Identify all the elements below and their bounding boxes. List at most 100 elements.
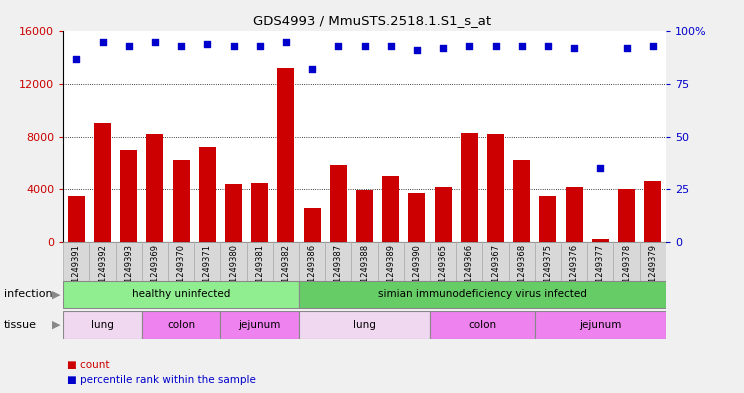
Bar — [68, 196, 85, 242]
Bar — [561, 242, 587, 303]
Bar — [194, 242, 220, 303]
Point — [333, 43, 344, 49]
Bar — [299, 281, 666, 308]
Bar — [247, 242, 273, 303]
Bar — [142, 311, 220, 339]
Bar — [587, 242, 614, 303]
Point — [97, 39, 109, 45]
Text: GSM1249390: GSM1249390 — [412, 244, 421, 300]
Point — [568, 45, 580, 51]
Bar — [325, 242, 351, 303]
Text: infection: infection — [4, 289, 52, 299]
Point — [516, 43, 527, 49]
Bar — [278, 68, 295, 242]
Text: GSM1249379: GSM1249379 — [648, 244, 657, 300]
Point — [307, 66, 318, 72]
Text: simian immunodeficiency virus infected: simian immunodeficiency virus infected — [378, 289, 587, 299]
Point — [594, 165, 606, 171]
Bar — [299, 311, 430, 339]
Bar — [63, 242, 89, 303]
Bar — [220, 242, 247, 303]
Bar — [351, 242, 378, 303]
Point — [620, 45, 632, 51]
Text: GSM1249376: GSM1249376 — [570, 244, 579, 300]
Text: colon: colon — [167, 320, 195, 330]
Bar — [535, 311, 666, 339]
Text: GSM1249377: GSM1249377 — [596, 244, 605, 300]
Bar — [565, 187, 583, 242]
Bar — [482, 242, 509, 303]
Text: jejunum: jejunum — [239, 320, 281, 330]
Bar — [356, 191, 373, 242]
Text: GSM1249393: GSM1249393 — [124, 244, 133, 300]
Point — [228, 43, 240, 49]
Text: tissue: tissue — [4, 320, 36, 330]
Text: ■ count: ■ count — [67, 360, 109, 370]
Bar — [330, 165, 347, 242]
Text: GSM1249367: GSM1249367 — [491, 244, 500, 300]
Point — [202, 41, 214, 47]
Bar — [456, 242, 482, 303]
Text: jejunum: jejunum — [579, 320, 621, 330]
Bar — [535, 242, 561, 303]
Text: healthy uninfected: healthy uninfected — [132, 289, 231, 299]
Point — [123, 43, 135, 49]
Point — [647, 43, 658, 49]
Text: GSM1249365: GSM1249365 — [439, 244, 448, 300]
Bar — [509, 242, 535, 303]
Bar — [408, 193, 426, 242]
Bar — [539, 196, 557, 242]
Bar — [115, 242, 142, 303]
Bar — [199, 147, 216, 242]
Text: GSM1249368: GSM1249368 — [517, 244, 526, 300]
Bar — [220, 311, 299, 339]
Bar — [434, 187, 452, 242]
Bar — [304, 208, 321, 242]
Text: ▶: ▶ — [51, 320, 60, 330]
Text: GSM1249369: GSM1249369 — [150, 244, 159, 300]
Bar — [121, 150, 137, 242]
Text: ▶: ▶ — [51, 289, 60, 299]
Point — [254, 43, 266, 49]
Point — [437, 45, 449, 51]
Bar — [63, 281, 299, 308]
Point — [71, 56, 83, 62]
Bar — [640, 242, 666, 303]
Bar — [273, 242, 299, 303]
Text: GSM1249382: GSM1249382 — [281, 244, 290, 300]
Bar — [251, 183, 269, 242]
Bar — [404, 242, 430, 303]
Point — [359, 43, 371, 49]
Text: GSM1249380: GSM1249380 — [229, 244, 238, 300]
Text: colon: colon — [469, 320, 496, 330]
Bar — [63, 311, 142, 339]
Bar — [513, 160, 530, 242]
Text: GSM1249388: GSM1249388 — [360, 244, 369, 300]
Text: lung: lung — [353, 320, 376, 330]
Bar — [378, 242, 404, 303]
Text: GSM1249375: GSM1249375 — [543, 244, 553, 300]
Point — [411, 47, 423, 53]
Text: GSM1249387: GSM1249387 — [334, 244, 343, 300]
Bar — [430, 311, 535, 339]
Text: GSM1249366: GSM1249366 — [465, 244, 474, 300]
Bar — [147, 134, 164, 242]
Bar — [382, 176, 400, 242]
Point — [385, 43, 397, 49]
Text: GSM1249371: GSM1249371 — [203, 244, 212, 300]
Bar — [487, 134, 504, 242]
Text: GSM1249378: GSM1249378 — [622, 244, 631, 300]
Bar — [299, 242, 325, 303]
Bar — [614, 242, 640, 303]
Point — [280, 39, 292, 45]
Bar — [89, 242, 115, 303]
Point — [175, 43, 187, 49]
Bar — [461, 132, 478, 242]
Text: lung: lung — [91, 320, 114, 330]
Text: GSM1249381: GSM1249381 — [255, 244, 264, 300]
Text: GDS4993 / MmuSTS.2518.1.S1_s_at: GDS4993 / MmuSTS.2518.1.S1_s_at — [253, 14, 491, 27]
Bar — [142, 242, 168, 303]
Point — [149, 39, 161, 45]
Point — [490, 43, 501, 49]
Text: GSM1249389: GSM1249389 — [386, 244, 395, 300]
